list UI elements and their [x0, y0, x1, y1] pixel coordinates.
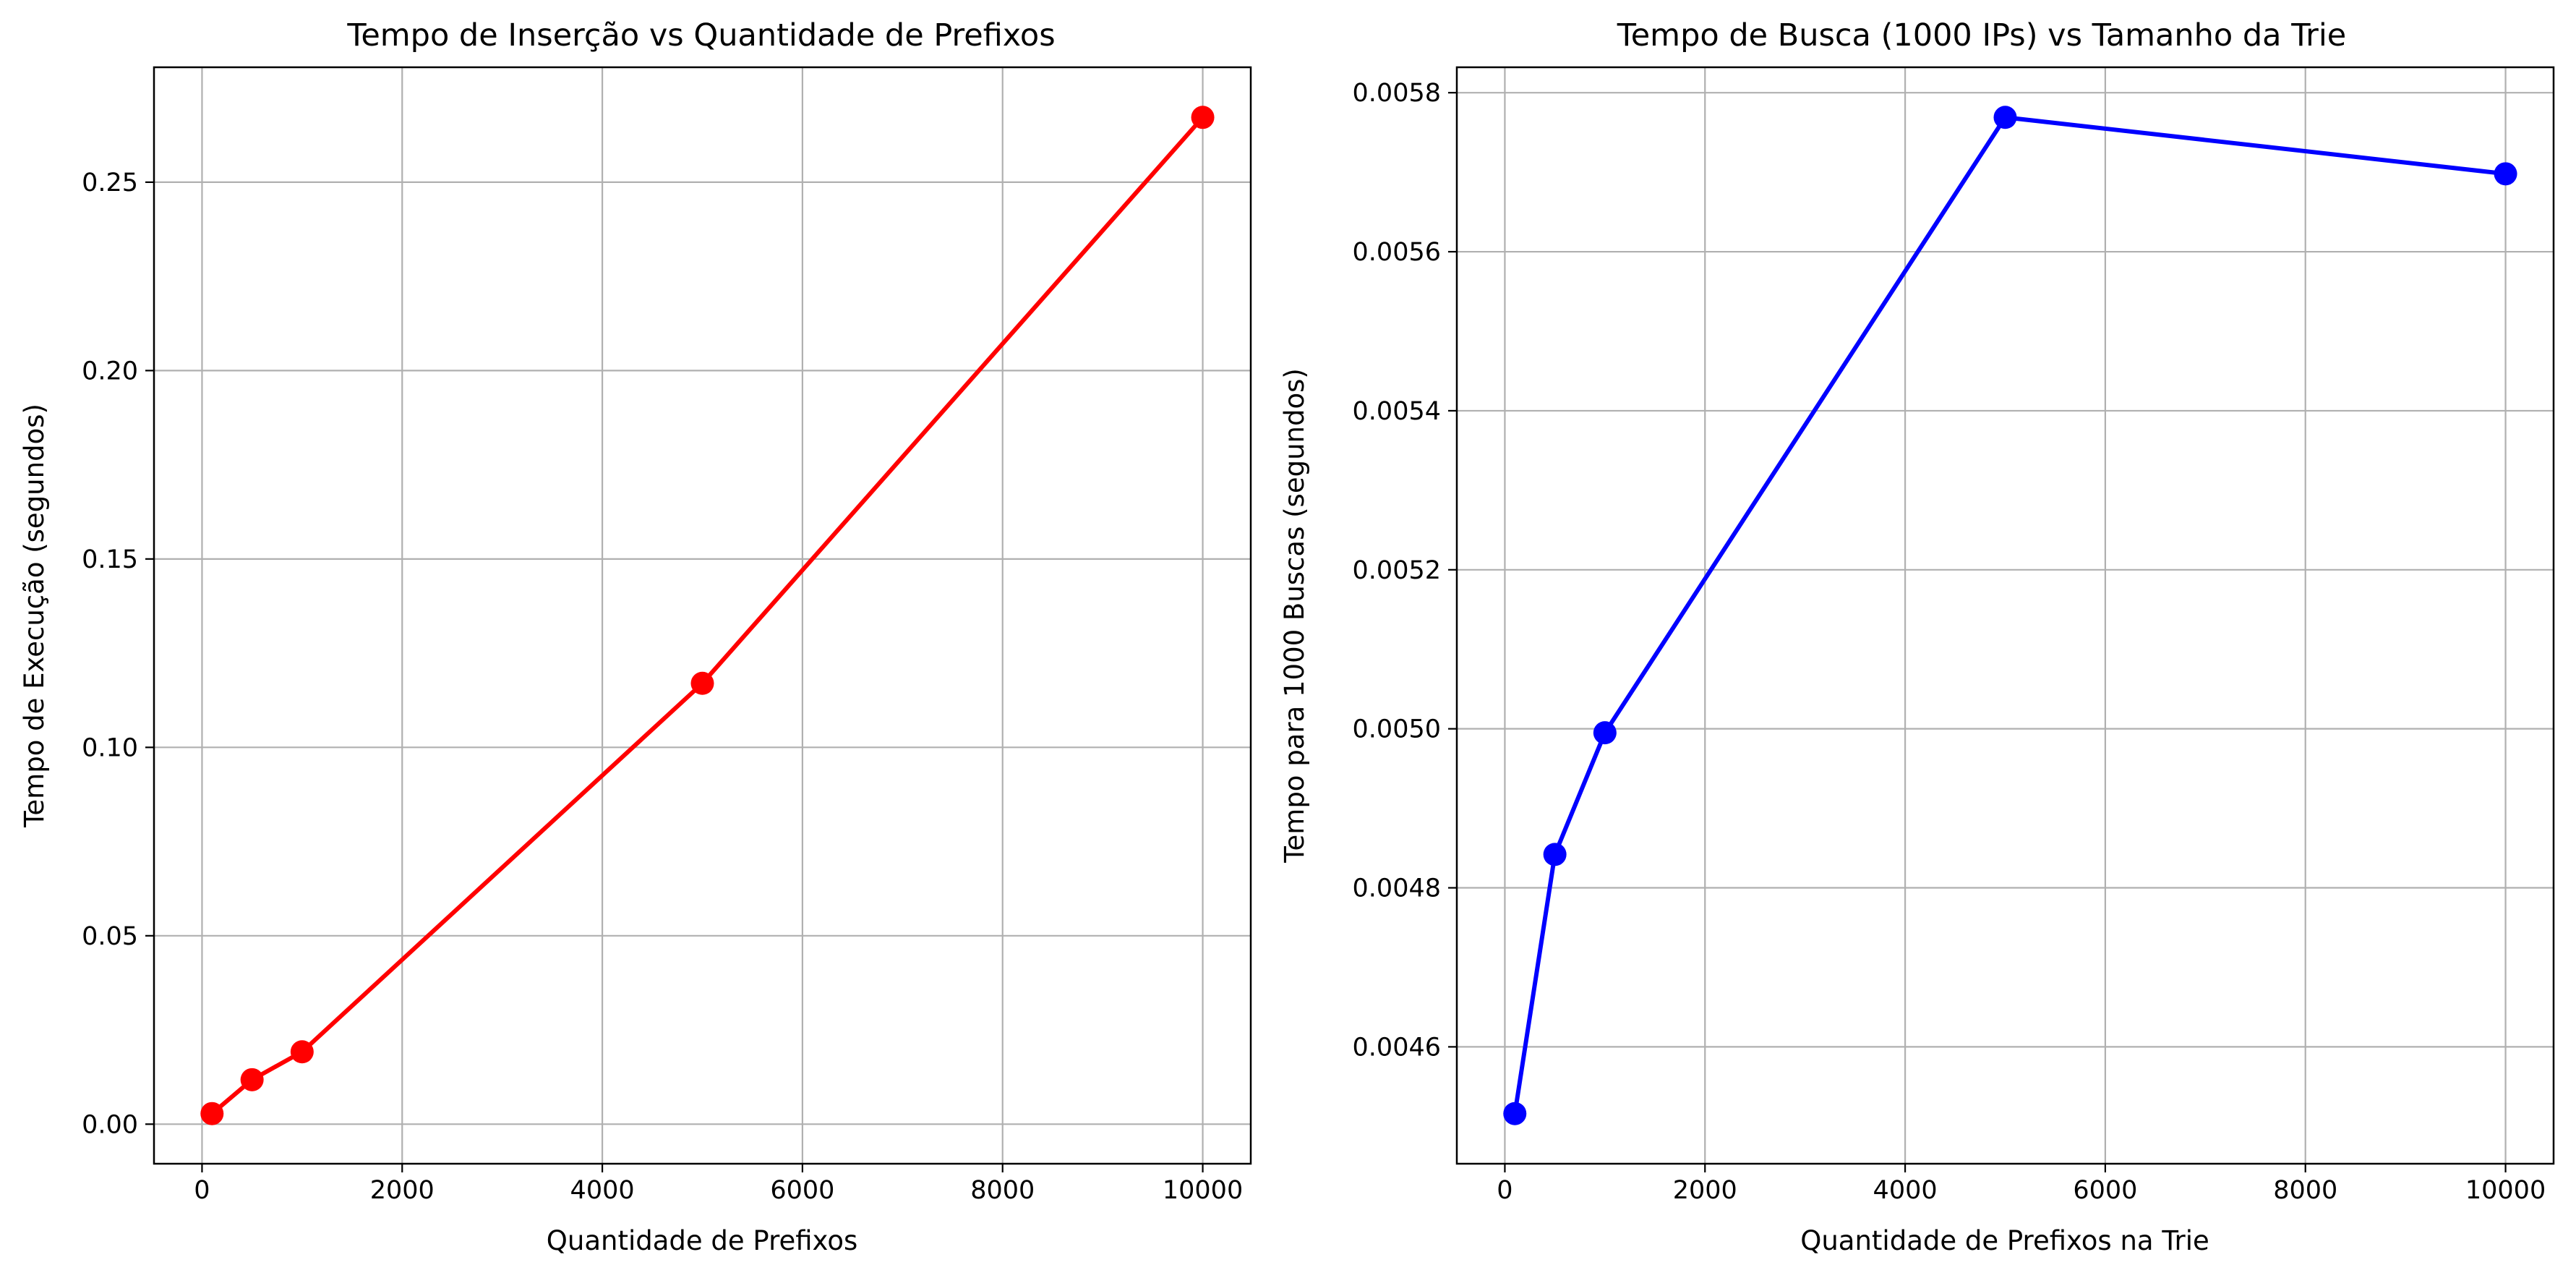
x-tick-label: 4000 [1873, 1176, 1938, 1205]
chart-title: Tempo de Inserção vs Quantidade de Prefi… [346, 17, 1055, 54]
chart-title: Tempo de Busca (1000 IPs) vs Tamanho da … [1617, 17, 2346, 54]
y-tick-label: 0.00 [82, 1110, 138, 1139]
y-tick-label: 0.10 [82, 733, 138, 762]
x-tick-label: 8000 [2273, 1176, 2337, 1205]
x-tick-label: 0 [194, 1176, 210, 1205]
x-tick-label: 6000 [770, 1176, 834, 1205]
x-tick-label: 2000 [1673, 1176, 1737, 1205]
data-point [2494, 162, 2517, 186]
data-point [1543, 843, 1567, 866]
data-point [200, 1102, 224, 1125]
plot-frame [1455, 66, 2555, 1165]
data-point [1593, 721, 1617, 745]
y-tick-label: 0.0050 [1353, 715, 1441, 744]
y-tick-label: 0.0052 [1353, 556, 1441, 585]
search-time-chart: Tempo de Busca (1000 IPs) vs Tamanho da … [1279, 17, 2555, 1256]
x-tick-label: 8000 [970, 1176, 1035, 1205]
y-axis-label: Tempo para 1000 Buscas (segundos) [1279, 368, 1310, 864]
x-tick-label: 6000 [2073, 1176, 2137, 1205]
x-tick-label: 2000 [370, 1176, 435, 1205]
x-tick-label: 10000 [2465, 1176, 2546, 1205]
y-tick-label: 0.15 [82, 545, 138, 574]
insertion-time-chart: Tempo de Inserção vs Quantidade de Prefi… [19, 17, 1252, 1256]
x-tick-label: 10000 [1163, 1176, 1243, 1205]
data-point [240, 1068, 264, 1091]
y-tick-label: 0.0048 [1353, 874, 1441, 903]
x-axis-label: Quantidade de Prefixos [547, 1225, 857, 1256]
data-point [1191, 106, 1215, 129]
data-point [1993, 106, 2017, 129]
y-tick-label: 0.05 [82, 922, 138, 951]
data-point [690, 671, 714, 695]
y-tick-label: 0.20 [82, 357, 138, 385]
plot-frame [153, 66, 1252, 1165]
y-tick-label: 0.25 [82, 169, 138, 197]
x-tick-label: 0 [1497, 1176, 1512, 1205]
x-tick-label: 4000 [570, 1176, 635, 1205]
y-tick-label: 0.0054 [1353, 397, 1441, 426]
y-axis-label: Tempo de Execução (segundos) [19, 404, 50, 828]
data-point [290, 1040, 314, 1064]
y-tick-label: 0.0058 [1353, 79, 1441, 108]
data-point [1503, 1102, 1527, 1125]
y-tick-label: 0.0056 [1353, 238, 1441, 267]
y-tick-label: 0.0046 [1353, 1033, 1441, 1062]
x-axis-label: Quantidade de Prefixos na Trie [1800, 1225, 2209, 1256]
